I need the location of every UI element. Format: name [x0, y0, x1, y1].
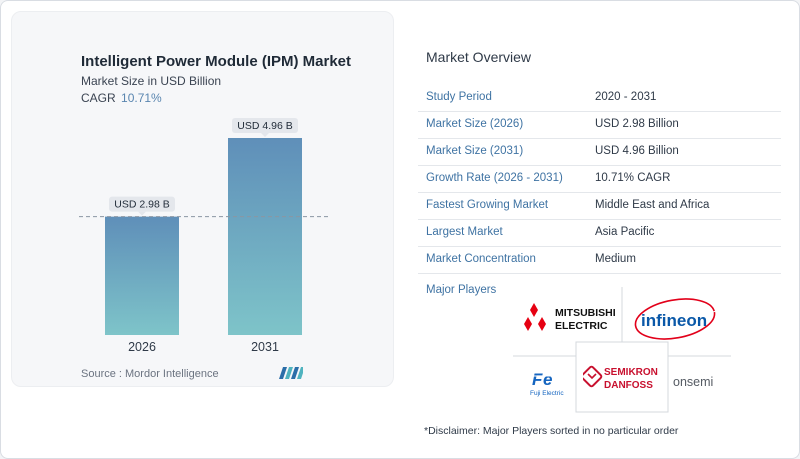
overview-label: Study Period	[426, 91, 492, 103]
mitsubishi-text-2: ELECTRIC	[555, 320, 608, 332]
cagr-line: CAGR 10.71%	[81, 91, 162, 105]
semikron-danfoss-logo: SEMIKRON DANFOSS	[583, 363, 663, 393]
overview-row-growth-rate: Growth Rate (2026 - 2031) 10.71% CAGR	[418, 166, 781, 193]
overview-label: Market Size (2026)	[426, 118, 524, 130]
overview-row-market-size-2026: Market Size (2026) USD 2.98 Billion	[418, 112, 781, 139]
overview-label: Growth Rate (2026 - 2031)	[426, 172, 563, 184]
overview-value: 2020 - 2031	[595, 91, 657, 103]
cagr-value: 10.71%	[121, 91, 162, 105]
infineon-text: infineon	[641, 311, 707, 330]
overview-label: Largest Market	[426, 226, 503, 238]
overview-label: Market Size (2031)	[426, 145, 524, 157]
infineon-logo: infineon	[633, 297, 717, 341]
overview-row-largest-market: Largest Market Asia Pacific	[418, 220, 781, 247]
fuji-electric-logo: F e Fuji Electric	[529, 367, 573, 397]
svg-text:F: F	[532, 370, 543, 389]
semikron-text-2: DANFOSS	[604, 380, 653, 391]
source-note: Source : Mordor Intelligence	[81, 368, 219, 380]
disclaimer: *Disclaimer: Major Players sorted in no …	[424, 425, 679, 437]
overview-value: Middle East and Africa	[595, 199, 710, 211]
fuji-text: Fuji Electric	[530, 390, 564, 397]
overview-value: Asia Pacific	[595, 226, 655, 238]
svg-text:e: e	[543, 370, 552, 389]
major-players-title: Major Players	[426, 284, 497, 296]
overview-row-concentration: Market Concentration Medium	[418, 247, 781, 274]
mitsubishi-electric-logo: MITSUBISHI ELECTRIC	[523, 301, 615, 335]
overview-value: USD 4.96 Billion	[595, 145, 679, 157]
overview-value: 10.71% CAGR	[595, 172, 671, 184]
overview-row-market-size-2031: Market Size (2031) USD 4.96 Billion	[418, 139, 781, 166]
chart-title: Intelligent Power Module (IPM) Market	[81, 53, 352, 70]
overview-row-study-period: Study Period 2020 - 2031	[418, 85, 781, 112]
chart-subtitle: Market Size in USD Billion	[81, 74, 222, 88]
market-overview-title: Market Overview	[426, 49, 532, 65]
semikron-text-1: SEMIKRON	[604, 367, 658, 378]
overview-label: Fastest Growing Market	[426, 199, 549, 211]
chart-card	[11, 11, 394, 387]
mordor-logo-icon	[279, 366, 303, 379]
onsemi-logo: onsemi	[673, 373, 723, 391]
overview-row-fastest-growing: Fastest Growing Market Middle East and A…	[418, 193, 781, 220]
overview-value: Medium	[595, 253, 636, 265]
mitsubishi-text-1: MITSUBISHI	[555, 307, 615, 319]
onsemi-text: onsemi	[673, 375, 713, 389]
overview-value: USD 2.98 Billion	[595, 118, 679, 130]
cagr-label: CAGR	[81, 91, 116, 105]
overview-label: Market Concentration	[426, 253, 536, 265]
